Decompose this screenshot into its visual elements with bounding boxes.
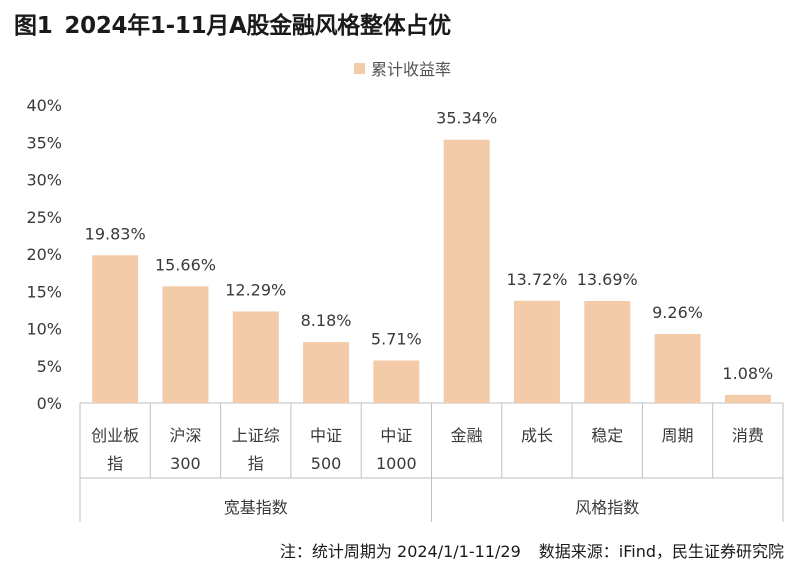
y-tick-label: 20%	[26, 245, 62, 264]
bar	[443, 139, 490, 404]
y-tick-label: 0%	[37, 394, 62, 413]
bar	[303, 342, 350, 403]
category-label: 指	[107, 454, 123, 473]
category-label: 创业板	[91, 426, 139, 445]
bar	[162, 286, 209, 403]
category-label: 1000	[376, 454, 417, 473]
bar-value-label: 13.72%	[506, 270, 567, 289]
legend: 累计收益率	[354, 56, 451, 80]
title-text: 2024年1-11月A股金融风格整体占优	[64, 13, 451, 39]
bar	[654, 334, 701, 403]
y-tick-label: 5%	[37, 357, 62, 376]
bar	[513, 300, 560, 403]
category-label: 上证综	[232, 426, 280, 445]
legend-swatch	[354, 62, 365, 74]
category-label: 中证	[380, 426, 412, 445]
category-label: 周期	[662, 426, 694, 445]
group-label: 风格指数	[575, 498, 639, 517]
chart-title: 图1 2024年1-11月A股金融风格整体占优	[14, 6, 463, 40]
group-label: 宽基指数	[224, 498, 288, 517]
category-label: 消费	[732, 426, 764, 445]
bar-value-label: 8.18%	[301, 311, 352, 330]
bar-value-label: 1.08%	[722, 364, 773, 383]
y-tick-label: 15%	[26, 282, 62, 301]
bar-value-label: 15.66%	[155, 255, 216, 274]
bar	[584, 301, 631, 403]
y-tick-label: 40%	[26, 96, 62, 115]
category-label: 300	[170, 454, 201, 473]
category-label: 金融	[451, 426, 483, 445]
y-tick-label: 10%	[26, 320, 62, 339]
y-tick-label: 35%	[26, 133, 62, 152]
stat-period-note: 注：统计周期为 2024/1/1-11/29	[279, 542, 521, 561]
category-label: 沪深	[169, 426, 201, 445]
y-tick-label: 25%	[26, 208, 62, 227]
category-label: 500	[311, 454, 342, 473]
category-label: 中证	[310, 426, 342, 445]
bar-value-label: 13.69%	[577, 270, 638, 289]
bar-value-label: 5.71%	[371, 329, 422, 348]
bar-value-label: 9.26%	[652, 303, 703, 322]
bar-value-label: 12.29%	[225, 280, 286, 299]
bar	[92, 255, 139, 403]
category-label: 成长	[521, 426, 553, 445]
bar-value-label: 35.34%	[436, 109, 497, 128]
category-label: 指	[248, 454, 264, 473]
chart-note: 注：统计周期为 2024/1/1-11/29 数据来源：iFind，民生证券研究院	[280, 538, 784, 562]
category-label: 稳定	[591, 426, 623, 445]
bar-value-label: 19.83%	[85, 224, 146, 243]
y-tick-label: 30%	[26, 171, 62, 190]
data-source-note: 数据来源：iFind，民生证券研究院	[538, 542, 784, 561]
figure-number: 图1	[14, 13, 53, 39]
legend-label: 累计收益率	[371, 60, 452, 79]
bar	[724, 394, 771, 403]
bar	[373, 360, 420, 403]
bar	[232, 311, 279, 403]
